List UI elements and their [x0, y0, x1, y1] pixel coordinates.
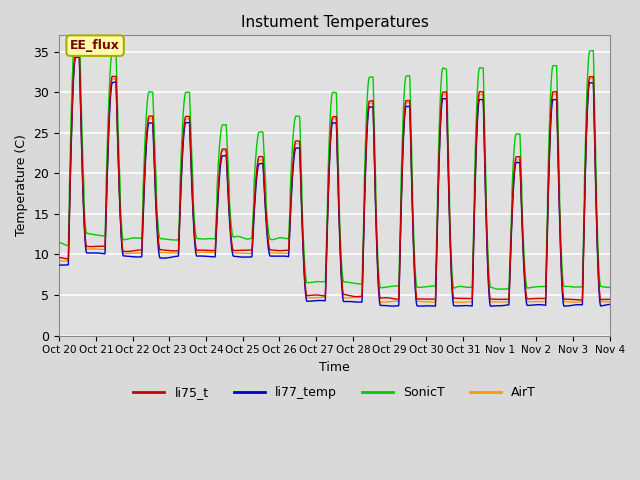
Y-axis label: Temperature (C): Temperature (C) [15, 134, 28, 237]
SonicT [363, 109, 371, 115]
SonicT [500, 286, 508, 292]
SonicT [495, 286, 502, 292]
SonicT [573, 284, 581, 290]
AirT [351, 294, 358, 300]
Title: Instument Temperatures: Instument Temperatures [241, 15, 429, 30]
li75_t [76, 48, 83, 54]
li77_temp [558, 278, 566, 284]
li75_t [55, 255, 63, 261]
AirT [363, 135, 371, 141]
li77_temp [573, 302, 581, 308]
AirT [55, 258, 63, 264]
li77_temp [351, 299, 358, 305]
li75_t [606, 297, 614, 302]
SonicT [55, 240, 63, 246]
Line: SonicT: SonicT [59, 27, 610, 289]
AirT [558, 274, 566, 279]
SonicT [209, 236, 217, 242]
AirT [72, 51, 79, 57]
Legend: li75_t, li77_temp, SonicT, AirT: li75_t, li77_temp, SonicT, AirT [128, 382, 541, 405]
li75_t [363, 134, 371, 140]
SonicT [351, 280, 358, 286]
AirT [495, 299, 503, 305]
li75_t [573, 297, 580, 302]
li77_temp [363, 140, 371, 145]
li75_t [557, 265, 565, 271]
li75_t [495, 297, 502, 302]
AirT [606, 299, 614, 304]
li77_temp [606, 301, 614, 307]
li75_t [351, 294, 358, 300]
Line: li75_t: li75_t [59, 51, 610, 300]
AirT [573, 299, 581, 305]
X-axis label: Time: Time [319, 361, 350, 374]
SonicT [558, 259, 566, 264]
li77_temp [209, 254, 217, 260]
li77_temp [72, 54, 80, 60]
li77_temp [495, 303, 503, 309]
li75_t [209, 248, 217, 253]
li77_temp [55, 262, 63, 268]
Text: EE_flux: EE_flux [70, 39, 120, 52]
Line: li77_temp: li77_temp [59, 57, 610, 306]
li77_temp [486, 303, 494, 309]
SonicT [606, 285, 614, 290]
SonicT [76, 24, 83, 30]
li75_t [577, 297, 585, 303]
AirT [377, 300, 385, 305]
Line: AirT: AirT [59, 54, 610, 302]
AirT [209, 250, 217, 255]
